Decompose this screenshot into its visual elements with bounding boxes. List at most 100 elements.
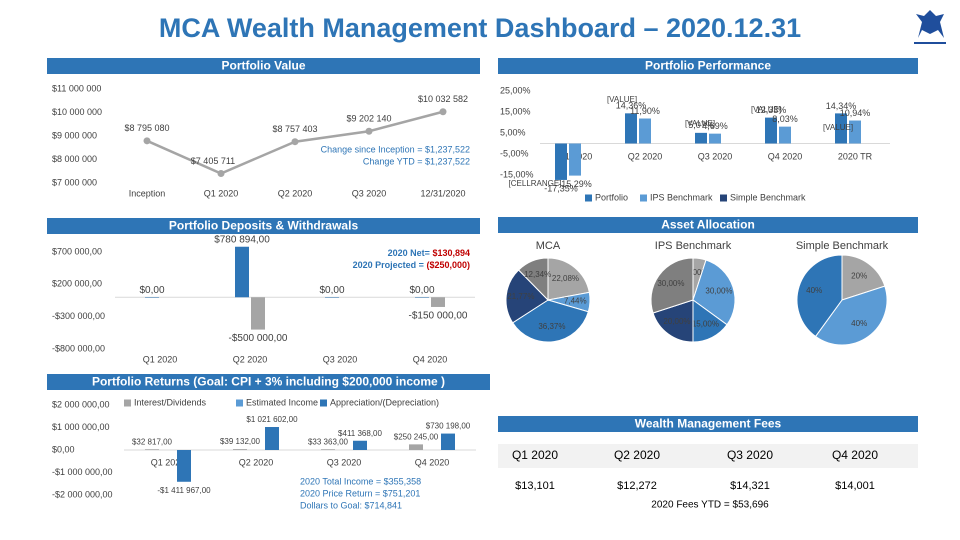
legend-swatch: [720, 194, 727, 202]
value-label: $8 757 403: [272, 124, 317, 134]
bar: [441, 433, 455, 450]
bar: [835, 113, 847, 144]
x-tick-label: Q2 2020: [239, 457, 274, 467]
x-tick-label: Q4 2020: [415, 457, 450, 467]
x-tick-label: Q1 2020: [204, 188, 239, 198]
fee-quarter: Q2 2020: [614, 448, 660, 462]
legend-swatch: [124, 399, 131, 407]
value-label: $33 363,00: [308, 437, 349, 446]
section-title: Portfolio Value: [221, 59, 305, 73]
y-tick-label: $7 000 000: [52, 177, 97, 187]
pie-slice: [652, 299, 694, 343]
annotation: 2020 Net= $130,894: [388, 248, 470, 258]
section-title: Portfolio Performance: [645, 59, 771, 73]
fees-row-bg: [498, 444, 918, 468]
y-tick-label: $8 000 000: [52, 154, 97, 164]
fee-quarter: Q1 2020: [512, 448, 558, 462]
bar: [431, 297, 445, 307]
pie-title: IPS Benchmark: [655, 240, 732, 252]
legend-label: Appreciation/(Depreciation): [330, 397, 439, 407]
slice-label: 30,00%: [657, 279, 684, 288]
pie-slice: [814, 285, 888, 346]
annotation: 2020 Price Return = $751,201: [300, 488, 420, 498]
legend-label: Portfolio: [595, 192, 628, 202]
y-tick-label: $9 000 000: [52, 130, 97, 140]
annotation: [VALUE]: [823, 123, 853, 132]
bar: [569, 143, 581, 176]
bar: [251, 297, 265, 330]
fee-amount: $14,001: [835, 480, 875, 492]
slice-label: 36,37%: [538, 322, 565, 331]
section-title: Asset Allocation: [661, 218, 755, 232]
value-marker: [365, 127, 373, 135]
dashboard-title: MCA Wealth Management Dashboard – 2020.1…: [159, 13, 801, 43]
bar: [415, 297, 429, 298]
x-tick-label: Q3 2020: [323, 354, 358, 364]
x-tick-label: Q2 2020: [628, 151, 663, 161]
x-tick-label: Q4 2020: [413, 354, 448, 364]
bar: [849, 120, 861, 144]
pie-slice: [517, 257, 549, 302]
slice-label: 22,08%: [552, 274, 579, 283]
bar: [233, 449, 247, 450]
x-tick-label: Q4 2020: [768, 151, 803, 161]
value-label: $250 245,00: [394, 432, 439, 441]
slice-label: 20,00%: [663, 317, 690, 326]
value-label: -$500 000,00: [229, 333, 288, 344]
value-label: -17,35%: [544, 183, 578, 193]
y-tick-label: $2 000 000,00: [52, 399, 110, 409]
section-title: Portfolio Deposits & Withdrawals: [169, 219, 359, 233]
value-label: 5,07%: [688, 120, 714, 130]
section-header: [498, 217, 918, 233]
bar: [353, 440, 367, 450]
value-label: $0,00: [319, 285, 344, 296]
value-label: $730 198,00: [426, 422, 471, 431]
bar: [145, 449, 159, 450]
legend-swatch: [320, 399, 327, 407]
slice-label: 30,00%: [705, 287, 732, 296]
pie-slice: [547, 257, 590, 301]
slice-label: 21,77%: [507, 292, 534, 301]
x-tick-label: Q3 2020: [698, 151, 733, 161]
bar: [235, 246, 249, 298]
y-tick-label: -$800 000,00: [52, 343, 105, 353]
x-tick-label: Q1 2020: [143, 354, 178, 364]
pie-slice: [796, 254, 843, 338]
legend-label: Interest/Dividends: [134, 397, 207, 407]
x-tick-label: Q3 2020: [352, 188, 387, 198]
x-tick-label: 12/31/2020: [420, 188, 465, 198]
value-label: $780 894,00: [214, 234, 270, 245]
section-header: [498, 416, 918, 432]
bar: [709, 133, 721, 144]
x-tick-label: 2020 TR: [838, 151, 873, 161]
value-label: 8,03%: [772, 114, 798, 124]
value-label: 14,34%: [826, 101, 857, 111]
value-label: $7 405 711: [191, 156, 235, 166]
y-tick-label: 15,00%: [500, 106, 531, 116]
legend-label: IPS Benchmark: [650, 192, 713, 202]
annotation: 2020 Total Income = $355,358: [300, 476, 421, 486]
bar: [325, 297, 339, 298]
bar: [625, 113, 637, 144]
bar: [765, 117, 777, 144]
annotation-label: 2020 Net=: [388, 248, 430, 258]
legend-swatch: [236, 399, 243, 407]
y-tick-label: 25,00%: [500, 85, 531, 95]
value-label: $0,00: [139, 285, 164, 296]
value-label: 10,94%: [840, 108, 871, 118]
annotation: [VALUE]: [751, 105, 781, 114]
legend-label: Simple Benchmark: [730, 192, 806, 202]
bar: [695, 132, 707, 144]
slice-label: 20%: [851, 271, 867, 280]
annotation: [VALUE]: [685, 119, 715, 128]
pie-slice: [692, 259, 736, 326]
y-tick-label: $11 000 000: [52, 83, 101, 93]
value-label: $9 202 140: [346, 114, 391, 124]
value-marker: [143, 137, 151, 145]
pie-slice: [512, 299, 589, 343]
annotation: Dollars to Goal: $714,841: [300, 500, 402, 510]
legend-label: Estimated Income: [246, 397, 318, 407]
pie-slice: [841, 254, 886, 301]
bar: [639, 118, 651, 144]
